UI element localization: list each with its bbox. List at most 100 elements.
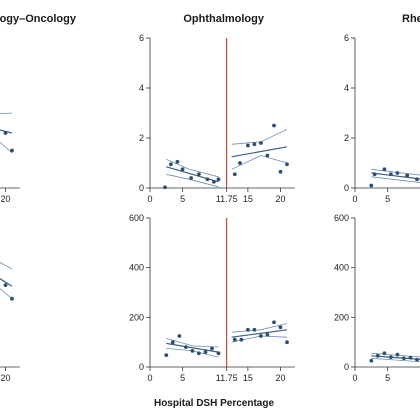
data-point xyxy=(382,351,387,356)
data-point xyxy=(259,141,263,145)
y-tick-label: 2 xyxy=(344,133,349,143)
data-point xyxy=(382,167,387,172)
data-point xyxy=(189,176,194,180)
data-point xyxy=(395,352,400,357)
data-point xyxy=(197,172,201,177)
y-tick-label: 400 xyxy=(334,263,349,273)
data-point xyxy=(212,179,216,184)
x-tick-label: 5 xyxy=(180,194,185,204)
x-tick-label: 20 xyxy=(275,194,285,204)
panel-1: Ophthalmology 0 2 4 6 0 5 11.75 15 20 xyxy=(139,13,295,204)
ci-upper-right xyxy=(0,262,13,270)
x-tick-label: 15 xyxy=(243,194,253,204)
data-point xyxy=(232,172,237,177)
data-point xyxy=(278,169,283,174)
fit-line-right xyxy=(0,278,13,287)
panel-0: atology–Oncology 20 xyxy=(0,13,77,204)
y-tick-label: 2 xyxy=(139,133,144,143)
fit-line-left xyxy=(166,166,219,183)
data-point xyxy=(3,131,8,135)
y-tick-label: 6 xyxy=(139,33,144,43)
data-point xyxy=(216,351,221,356)
data-point xyxy=(402,356,406,361)
panel-3: 20 xyxy=(0,262,20,383)
data-point xyxy=(175,159,180,164)
data-point xyxy=(415,177,419,182)
data-point xyxy=(10,296,14,301)
panel-4: 0 200 400 600 0 5 11.75 15 20 xyxy=(129,213,295,383)
data-point xyxy=(205,177,210,182)
x-tick-label: 0 xyxy=(352,194,357,204)
data-point xyxy=(405,173,410,178)
fit-line-right xyxy=(0,129,13,134)
data-point xyxy=(265,153,270,158)
data-point xyxy=(203,350,208,354)
x-tick-label: 20 xyxy=(0,194,10,204)
y-tick-label: 0 xyxy=(344,183,349,193)
data-point xyxy=(210,346,214,351)
data-point xyxy=(259,334,263,338)
panels-group: atology–Oncology20Ophthalmology02460511.… xyxy=(0,13,420,383)
data-point xyxy=(216,177,221,182)
data-point xyxy=(285,340,289,345)
x-tick-label: 20 xyxy=(0,373,10,383)
data-point xyxy=(190,349,195,353)
y-tick-label: 0 xyxy=(139,183,144,193)
data-point xyxy=(184,345,188,349)
y-tick-label: 0 xyxy=(344,362,349,372)
panel-5: 0 200 400 600 0 5 xyxy=(334,213,420,383)
ci-lower-right xyxy=(0,141,13,154)
panel-title: Rheu xyxy=(402,13,420,25)
y-tick-label: 600 xyxy=(129,213,144,223)
fit-line-right xyxy=(231,146,288,158)
panel-title: atology–Oncology xyxy=(0,13,77,25)
x-tick-label: 15 xyxy=(243,373,253,383)
data-point xyxy=(415,357,419,362)
fit-line-right xyxy=(231,329,288,338)
ci-upper-right xyxy=(231,323,288,333)
ci-upper-right xyxy=(0,112,13,114)
y-tick-label: 4 xyxy=(344,83,349,93)
data-point xyxy=(177,334,182,338)
ci-lower-right xyxy=(231,155,288,170)
x-tick-label: 5 xyxy=(385,373,390,383)
data-point xyxy=(180,167,185,172)
data-point xyxy=(252,142,257,147)
data-point xyxy=(389,355,393,359)
data-point xyxy=(232,337,237,342)
x-tick-label: 11.75 xyxy=(216,373,238,383)
x-tick-label: 0 xyxy=(147,373,152,383)
data-point xyxy=(239,337,244,342)
ci-lower-left xyxy=(166,173,219,188)
data-point xyxy=(272,123,276,128)
ci-lower-left xyxy=(371,176,420,183)
fit-line-left xyxy=(166,342,219,353)
x-tick-label: 11.75 xyxy=(216,194,238,204)
data-point xyxy=(272,320,276,325)
data-point xyxy=(265,332,270,337)
ci-upper-left xyxy=(166,338,219,348)
x-tick-label: 0 xyxy=(352,373,357,383)
data-point xyxy=(395,171,400,175)
x-axis-title: Hospital DSH Percentage xyxy=(154,398,274,409)
data-point xyxy=(389,172,393,177)
x-tick-label: 20 xyxy=(275,373,285,383)
data-point xyxy=(285,162,289,167)
data-point xyxy=(246,143,250,148)
data-point xyxy=(375,353,380,358)
x-tick-label: 0 xyxy=(147,194,152,204)
data-point xyxy=(246,327,250,332)
ci-lower-right xyxy=(0,288,13,300)
y-tick-label: 200 xyxy=(334,312,349,322)
data-point xyxy=(278,325,283,330)
data-point xyxy=(169,162,173,167)
data-point xyxy=(10,148,14,153)
panel-2: Rheu 0 2 4 6 0 5 xyxy=(344,13,420,204)
data-point xyxy=(197,351,201,356)
panel-title: Ophthalmology xyxy=(183,13,265,25)
data-point xyxy=(238,161,242,165)
fit-line-left xyxy=(371,172,420,180)
y-tick-label: 6 xyxy=(344,33,349,43)
data-point xyxy=(170,340,175,345)
